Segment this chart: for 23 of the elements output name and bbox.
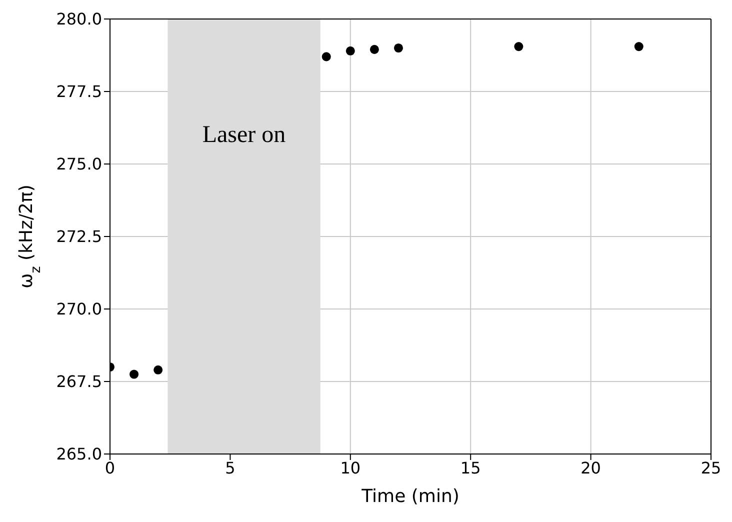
point: [514, 42, 524, 52]
point: [154, 365, 163, 374]
x-tick-label: 20: [580, 458, 601, 478]
point: [322, 52, 331, 62]
y-tick-label: 277.5: [56, 82, 102, 102]
x-tick-label: 15: [460, 458, 481, 478]
x-axis-title: Time (min): [360, 486, 460, 507]
point: [394, 43, 403, 53]
point: [130, 370, 139, 379]
point: [370, 44, 379, 54]
x-tick-label: 10: [340, 458, 361, 478]
x-tick-label: 5: [225, 458, 236, 478]
y-tick-label: 270.0: [56, 300, 102, 319]
x-tick-label: 0: [104, 458, 116, 478]
x-tick-label: 25: [700, 458, 722, 478]
y-tick-label: 265.0: [56, 444, 102, 464]
point: [634, 42, 644, 52]
y-tick-label: 267.5: [56, 372, 102, 392]
y-tick-label: 280.0: [56, 10, 102, 29]
band-label: Laser on: [202, 122, 286, 148]
y-tick-label: 275.0: [56, 154, 102, 174]
y-tick-label: 272.5: [56, 227, 102, 246]
point: [346, 46, 355, 56]
